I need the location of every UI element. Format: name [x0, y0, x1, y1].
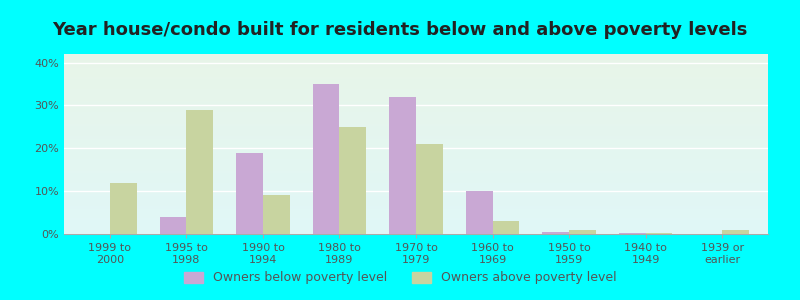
Bar: [493, 221, 519, 234]
Bar: [569, 230, 596, 234]
Bar: [618, 233, 646, 234]
Bar: [186, 110, 214, 234]
Bar: [160, 217, 186, 234]
Bar: [416, 144, 442, 234]
Bar: [339, 127, 366, 234]
Bar: [263, 195, 290, 234]
Bar: [236, 153, 263, 234]
Bar: [466, 191, 493, 234]
Bar: [722, 230, 749, 234]
Legend: Owners below poverty level, Owners above poverty level: Owners below poverty level, Owners above…: [178, 265, 622, 291]
Bar: [542, 232, 569, 234]
Bar: [313, 84, 339, 234]
Text: Year house/condo built for residents below and above poverty levels: Year house/condo built for residents bel…: [52, 21, 748, 39]
Bar: [110, 183, 137, 234]
Bar: [646, 233, 672, 234]
Bar: [390, 97, 416, 234]
